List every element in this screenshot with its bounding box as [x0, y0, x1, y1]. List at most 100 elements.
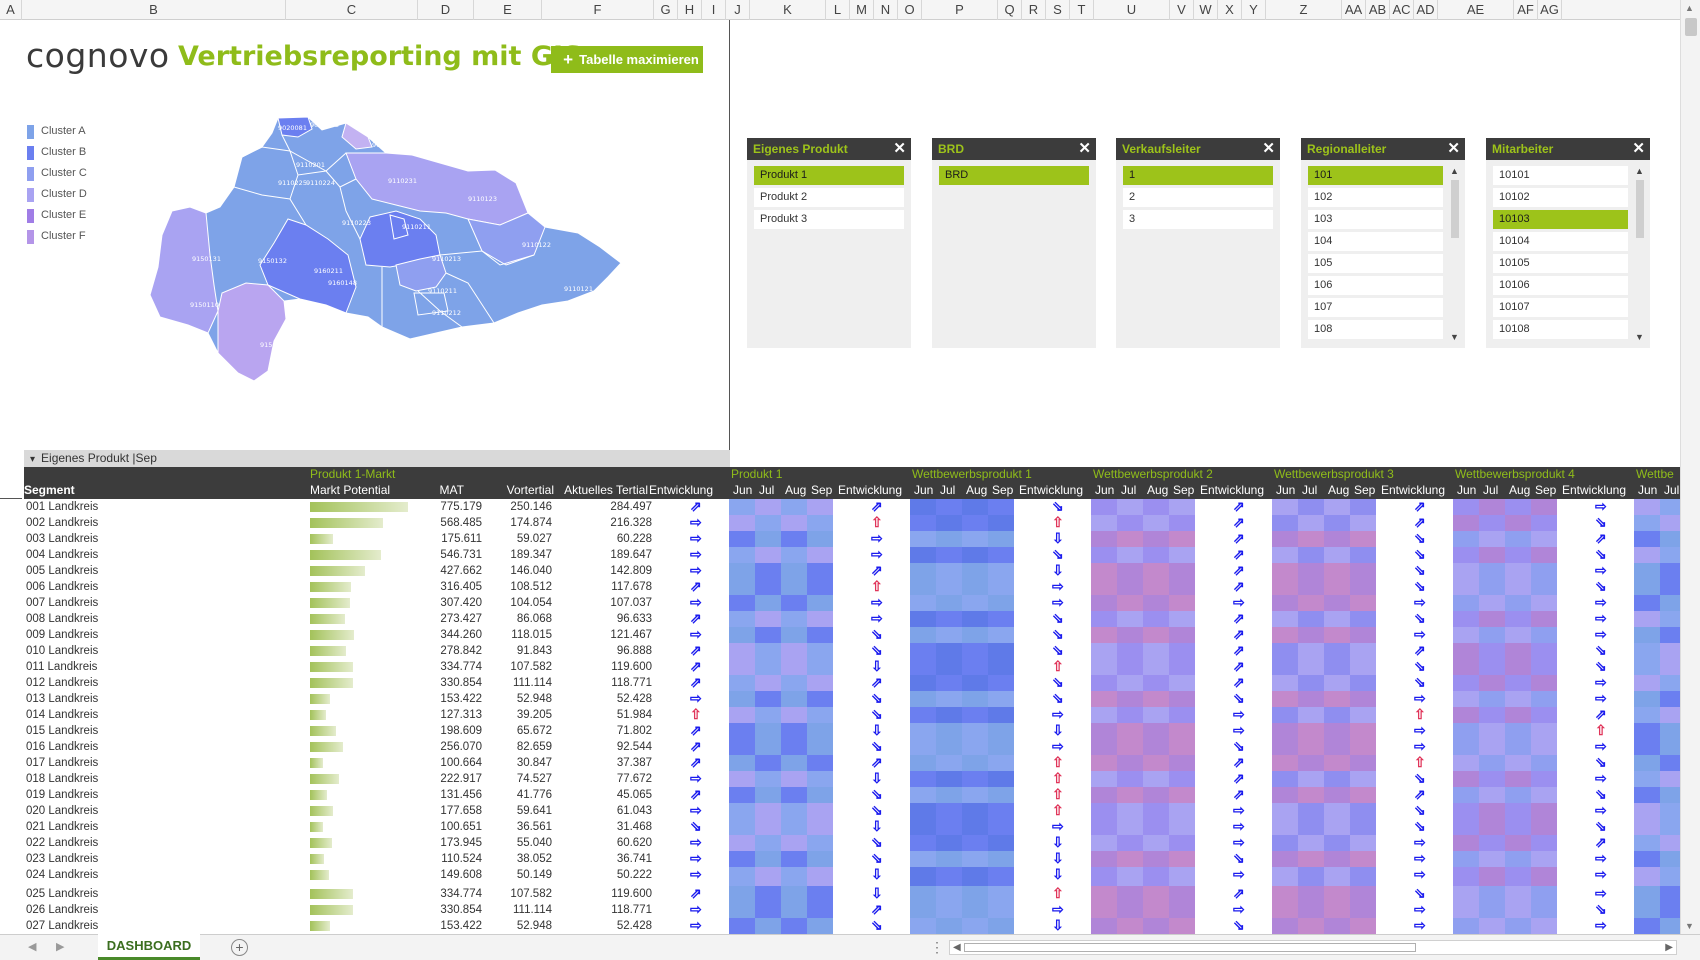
- map-region-label: 9110223: [342, 219, 371, 227]
- slicer-item[interactable]: 10106: [1493, 276, 1628, 295]
- horizontal-scrollbar[interactable]: ◀ ▶: [949, 940, 1677, 955]
- chevron-down-icon[interactable]: ▼: [1450, 332, 1459, 342]
- slicer-item[interactable]: Produkt 3: [754, 210, 904, 229]
- map-region-cluster-c[interactable]: [395, 254, 447, 292]
- column-header[interactable]: Y: [1242, 0, 1266, 20]
- maximize-table-button[interactable]: + Tabelle maximieren: [551, 46, 703, 73]
- slicer-item[interactable]: 10107: [1493, 298, 1628, 317]
- clear-filter-icon[interactable]: ✕: [1262, 140, 1275, 157]
- chevron-up-icon[interactable]: ▲: [1635, 166, 1644, 176]
- slicer-item[interactable]: 102: [1308, 188, 1443, 207]
- column-header[interactable]: F: [542, 0, 654, 20]
- slicer-scroll-thumb[interactable]: [1636, 180, 1644, 238]
- tab-scroll-left-icon[interactable]: ◀: [28, 941, 37, 953]
- column-header[interactable]: C: [286, 0, 418, 20]
- chevron-up-icon[interactable]: ▲: [1450, 166, 1459, 176]
- scroll-left-icon[interactable]: ◀: [953, 942, 961, 953]
- slicer-item[interactable]: 10102: [1493, 188, 1628, 207]
- collapse-chevron-icon[interactable]: ▾: [30, 454, 36, 465]
- map-region-cluster-f[interactable]: [217, 282, 287, 382]
- column-header[interactable]: G: [654, 0, 678, 20]
- column-header[interactable]: B: [22, 0, 286, 20]
- column-header[interactable]: Q: [998, 0, 1022, 20]
- column-header[interactable]: AC: [1390, 0, 1414, 20]
- vertical-scrollbar[interactable]: ▲ ▼: [1680, 0, 1700, 934]
- column-header[interactable]: D: [418, 0, 474, 20]
- column-header[interactable]: I: [702, 0, 726, 20]
- slicer-item[interactable]: 103: [1308, 210, 1443, 229]
- column-header[interactable]: X: [1218, 0, 1242, 20]
- add-sheet-icon[interactable]: +: [231, 939, 248, 956]
- column-header[interactable]: W: [1194, 0, 1218, 20]
- slicer-item[interactable]: 2: [1123, 188, 1273, 207]
- column-header[interactable]: AD: [1414, 0, 1438, 20]
- legend-swatch: [27, 167, 34, 181]
- heatmap-cell: [1660, 755, 1680, 771]
- heatmap-cell: [1634, 835, 1660, 851]
- column-header[interactable]: AF: [1514, 0, 1538, 20]
- column-header[interactable]: H: [678, 0, 702, 20]
- column-header[interactable]: P: [922, 0, 998, 20]
- map-region-cluster-d2[interactable]: [150, 206, 219, 334]
- scroll-thumb[interactable]: [1685, 18, 1697, 36]
- clear-filter-icon[interactable]: ✕: [893, 140, 906, 157]
- slicer-item[interactable]: 101: [1308, 166, 1443, 185]
- column-header[interactable]: O: [898, 0, 922, 20]
- clear-filter-icon[interactable]: ✕: [1078, 140, 1091, 157]
- column-header[interactable]: J: [726, 0, 750, 20]
- slicer-item[interactable]: 10105: [1493, 254, 1628, 273]
- slicer-item[interactable]: 10104: [1493, 232, 1628, 251]
- scroll-up-icon[interactable]: ▲: [1685, 3, 1694, 13]
- slicer-item[interactable]: 108: [1308, 320, 1443, 339]
- slicer-item[interactable]: 10103: [1493, 210, 1628, 229]
- column-header[interactable]: N: [874, 0, 898, 20]
- column-header[interactable]: T: [1070, 0, 1094, 20]
- column-header[interactable]: AG: [1538, 0, 1562, 20]
- slicer-item[interactable]: 107: [1308, 298, 1443, 317]
- column-header[interactable]: K: [750, 0, 826, 20]
- slicer-scrollbar[interactable]: ▲ ▼: [1449, 166, 1461, 342]
- heatmap-cell: [1143, 515, 1169, 531]
- group-row[interactable]: ▾ Eigenes Produkt |Sep: [24, 450, 730, 467]
- column-header[interactable]: S: [1046, 0, 1070, 20]
- slicer-item[interactable]: 1: [1123, 166, 1273, 185]
- column-header[interactable]: V: [1170, 0, 1194, 20]
- column-header[interactable]: A: [0, 0, 22, 20]
- tab-dashboard[interactable]: DASHBOARD: [98, 934, 200, 960]
- slicer-item[interactable]: Produkt 1: [754, 166, 904, 185]
- heatmap-cell: [910, 579, 936, 595]
- column-header[interactable]: AE: [1438, 0, 1514, 20]
- slicer-item[interactable]: 10101: [1493, 166, 1628, 185]
- column-header[interactable]: L: [826, 0, 850, 20]
- tab-scroll-right-icon[interactable]: ▶: [56, 941, 65, 953]
- slicer-item[interactable]: 3: [1123, 210, 1273, 229]
- clear-filter-icon[interactable]: ✕: [1632, 140, 1645, 157]
- slicer-item[interactable]: BRD: [939, 166, 1089, 185]
- column-header[interactable]: M: [850, 0, 874, 20]
- column-header[interactable]: R: [1022, 0, 1046, 20]
- slicer-item[interactable]: 10108: [1493, 320, 1628, 339]
- scroll-right-icon[interactable]: ▶: [1665, 942, 1673, 953]
- column-header[interactable]: E: [474, 0, 542, 20]
- slicer-scrollbar[interactable]: ▲ ▼: [1634, 166, 1646, 342]
- map-region-cluster-b3[interactable]: [277, 116, 313, 138]
- slicer-item[interactable]: 104: [1308, 232, 1443, 251]
- horizontal-scroll-thumb[interactable]: [964, 943, 1416, 952]
- map-region-cluster-f2[interactable]: [341, 122, 373, 150]
- column-header[interactable]: U: [1094, 0, 1170, 20]
- more-options-icon[interactable]: ⋮: [930, 939, 944, 955]
- chevron-down-icon[interactable]: ▼: [1635, 332, 1644, 342]
- map-region-cluster-c2[interactable]: [467, 212, 546, 266]
- slicer-item[interactable]: 106: [1308, 276, 1443, 295]
- scroll-down-icon[interactable]: ▼: [1685, 921, 1694, 931]
- slicer-scroll-thumb[interactable]: [1451, 180, 1459, 238]
- column-header[interactable]: AA: [1342, 0, 1366, 20]
- column-header[interactable]: Z: [1266, 0, 1342, 20]
- clear-filter-icon[interactable]: ✕: [1447, 140, 1460, 157]
- map-region-cluster-b[interactable]: [259, 218, 357, 314]
- column-header[interactable]: AB: [1366, 0, 1390, 20]
- slicer-item[interactable]: Produkt 2: [754, 188, 904, 207]
- slicer-item[interactable]: 105: [1308, 254, 1443, 273]
- heatmap-cell: [1505, 886, 1531, 902]
